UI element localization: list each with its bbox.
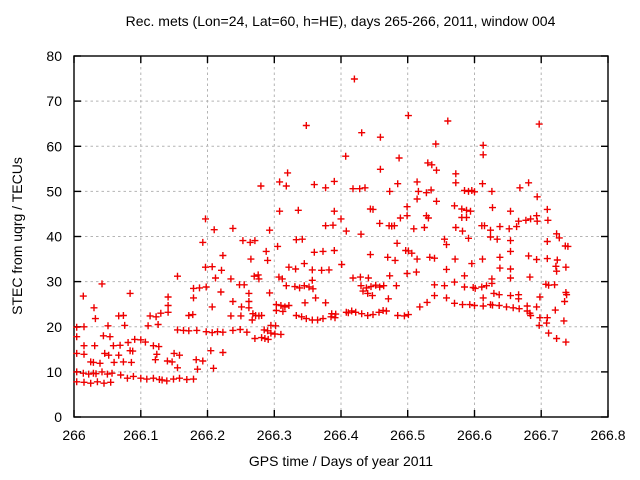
plot-border bbox=[73, 55, 609, 418]
y-tick-label: 0 bbox=[54, 409, 62, 425]
x-tick-label: 266.6 bbox=[457, 427, 492, 443]
y-tick-label: 60 bbox=[46, 138, 62, 154]
x-axis-label: GPS time / Days of year 2011 bbox=[248, 453, 434, 469]
y-tick-labels: 0 10 20 30 40 50 60 70 80 bbox=[46, 48, 62, 425]
y-tick-label: 70 bbox=[46, 93, 62, 109]
y-tick-label: 20 bbox=[46, 319, 62, 335]
y-tick-label: 10 bbox=[46, 364, 62, 380]
y-tick-label: 50 bbox=[46, 183, 62, 199]
scatter-points bbox=[73, 75, 572, 387]
x-tick-label: 266.1 bbox=[123, 427, 158, 443]
x-tick-label: 266.8 bbox=[590, 427, 625, 443]
y-tick-label: 40 bbox=[46, 229, 62, 245]
chart-title: Rec. mets (Lon=24, Lat=60, h=HE), days 2… bbox=[125, 13, 556, 29]
y-tick-label: 80 bbox=[46, 48, 62, 64]
x-tick-label: 266.3 bbox=[257, 427, 292, 443]
grid-lines bbox=[74, 56, 608, 417]
y-tick-label: 30 bbox=[46, 274, 62, 290]
x-tick-labels: 266 266.1 266.2 266.3 266.4 266.5 266.6 266.7 26… bbox=[62, 427, 625, 443]
x-tick-label: 266.5 bbox=[390, 427, 425, 443]
tick-marks bbox=[73, 55, 609, 418]
x-tick-label: 266.4 bbox=[323, 427, 358, 443]
x-tick-label: 266 bbox=[62, 427, 86, 443]
x-tick-label: 266.2 bbox=[190, 427, 225, 443]
x-tick-label: 266.7 bbox=[524, 427, 559, 443]
